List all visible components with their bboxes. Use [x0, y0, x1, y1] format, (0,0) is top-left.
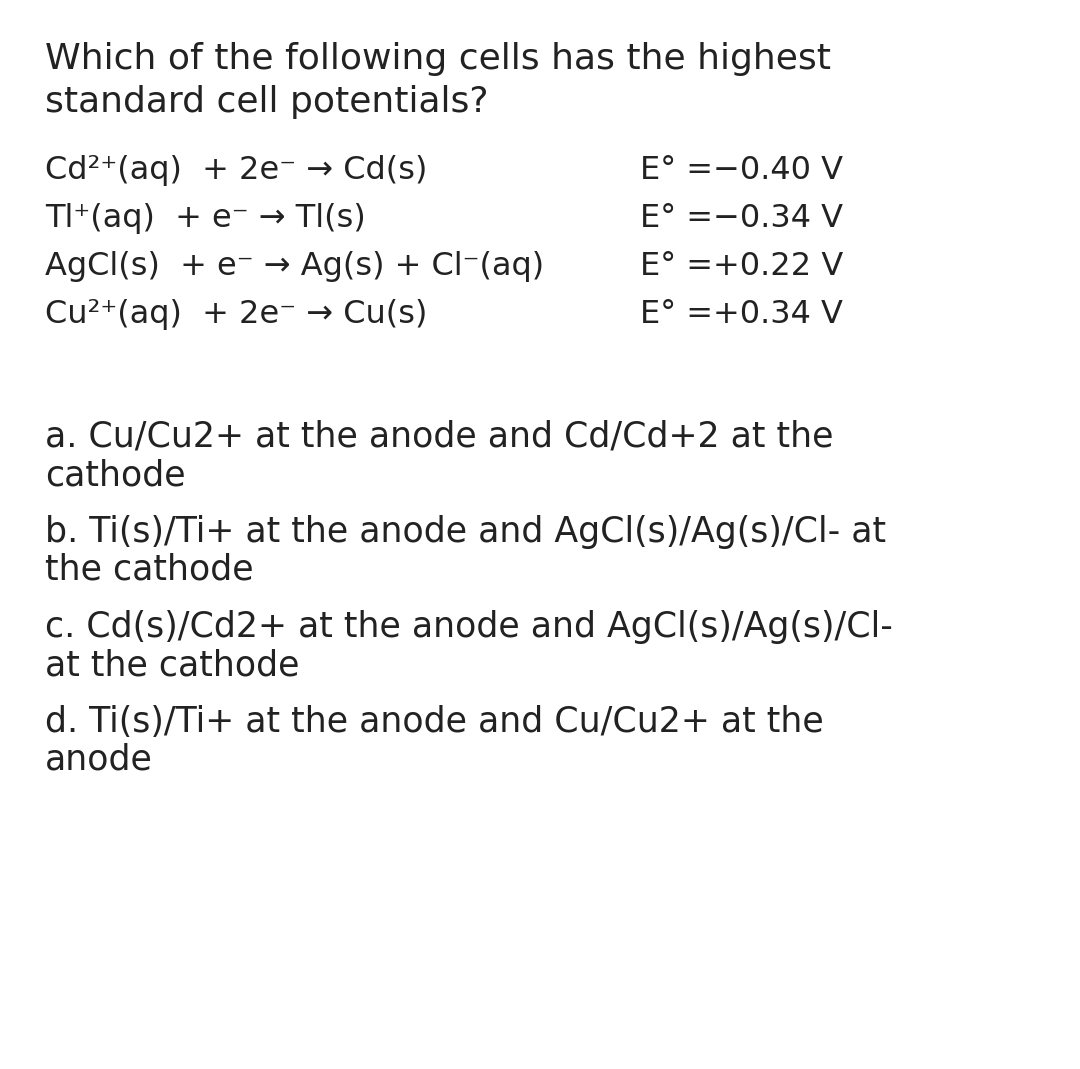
Text: d. Ti(s)/Ti+ at the anode and Cu/Cu2+ at the: d. Ti(s)/Ti+ at the anode and Cu/Cu2+ at…: [45, 704, 824, 739]
Text: E° =−0.34 V: E° =−0.34 V: [640, 203, 843, 234]
Text: Which of the following cells has the highest: Which of the following cells has the hig…: [45, 42, 831, 76]
Text: E° =−0.40 V: E° =−0.40 V: [640, 155, 843, 186]
Text: Tl⁺(aq)  + e⁻ → Tl(s): Tl⁺(aq) + e⁻ → Tl(s): [45, 203, 366, 234]
Text: E° =+0.34 V: E° =+0.34 V: [640, 299, 842, 330]
Text: anode: anode: [45, 743, 153, 777]
Text: a. Cu/Cu2+ at the anode and Cd/Cd+2 at the: a. Cu/Cu2+ at the anode and Cd/Cd+2 at t…: [45, 420, 834, 454]
Text: cathode: cathode: [45, 458, 186, 492]
Text: AgCl(s)  + e⁻ → Ag(s) + Cl⁻(aq): AgCl(s) + e⁻ → Ag(s) + Cl⁻(aq): [45, 251, 544, 282]
Text: Cd²⁺(aq)  + 2e⁻ → Cd(s): Cd²⁺(aq) + 2e⁻ → Cd(s): [45, 155, 428, 186]
Text: standard cell potentials?: standard cell potentials?: [45, 86, 488, 119]
Text: b. Ti(s)/Ti+ at the anode and AgCl(s)/Ag(s)/Cl- at: b. Ti(s)/Ti+ at the anode and AgCl(s)/Ag…: [45, 515, 886, 549]
Text: at the cathode: at the cathode: [45, 648, 299, 682]
Text: c. Cd(s)/Cd2+ at the anode and AgCl(s)/Ag(s)/Cl-: c. Cd(s)/Cd2+ at the anode and AgCl(s)/A…: [45, 610, 893, 644]
Text: the cathode: the cathode: [45, 553, 254, 587]
Text: Cu²⁺(aq)  + 2e⁻ → Cu(s): Cu²⁺(aq) + 2e⁻ → Cu(s): [45, 299, 428, 330]
Text: E° =+0.22 V: E° =+0.22 V: [640, 251, 843, 282]
